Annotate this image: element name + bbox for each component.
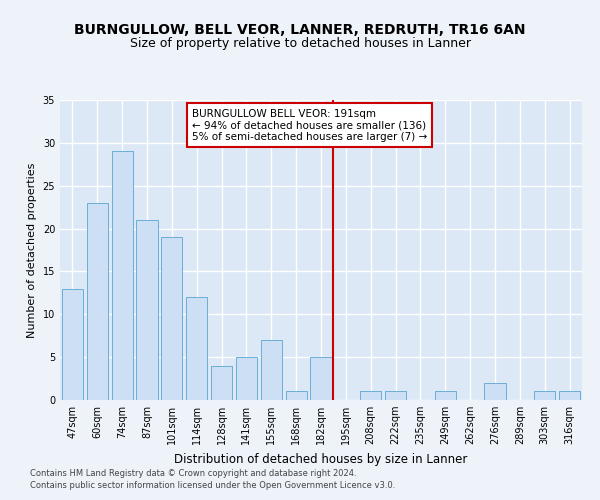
Bar [87, 203, 108, 400]
Text: Contains HM Land Registry data © Crown copyright and database right 2024.: Contains HM Land Registry data © Crown c… [30, 468, 356, 477]
Bar [286, 392, 307, 400]
Text: BURNGULLOW BELL VEOR: 191sqm
← 94% of detached houses are smaller (136)
5% of se: BURNGULLOW BELL VEOR: 191sqm ← 94% of de… [192, 108, 427, 142]
Text: Size of property relative to detached houses in Lanner: Size of property relative to detached ho… [130, 38, 470, 51]
Bar [62, 288, 83, 400]
Bar [186, 297, 207, 400]
Bar [161, 237, 182, 400]
Bar [360, 392, 381, 400]
Bar [236, 357, 257, 400]
X-axis label: Distribution of detached houses by size in Lanner: Distribution of detached houses by size … [175, 452, 467, 466]
Bar [261, 340, 282, 400]
Bar [310, 357, 332, 400]
Bar [385, 392, 406, 400]
Bar [112, 152, 133, 400]
Text: Contains public sector information licensed under the Open Government Licence v3: Contains public sector information licen… [30, 481, 395, 490]
Text: BURNGULLOW, BELL VEOR, LANNER, REDRUTH, TR16 6AN: BURNGULLOW, BELL VEOR, LANNER, REDRUTH, … [74, 22, 526, 36]
Bar [435, 392, 456, 400]
Bar [534, 392, 555, 400]
Bar [136, 220, 158, 400]
Y-axis label: Number of detached properties: Number of detached properties [27, 162, 37, 338]
Bar [211, 366, 232, 400]
Bar [559, 392, 580, 400]
Bar [484, 383, 506, 400]
